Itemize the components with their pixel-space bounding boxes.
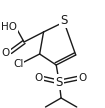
Text: O: O [35,73,43,83]
Text: O: O [1,48,10,58]
Text: S: S [55,75,63,88]
Text: HO: HO [1,22,17,32]
Text: Cl: Cl [13,59,23,69]
Text: O: O [78,73,87,83]
Text: S: S [60,14,68,26]
